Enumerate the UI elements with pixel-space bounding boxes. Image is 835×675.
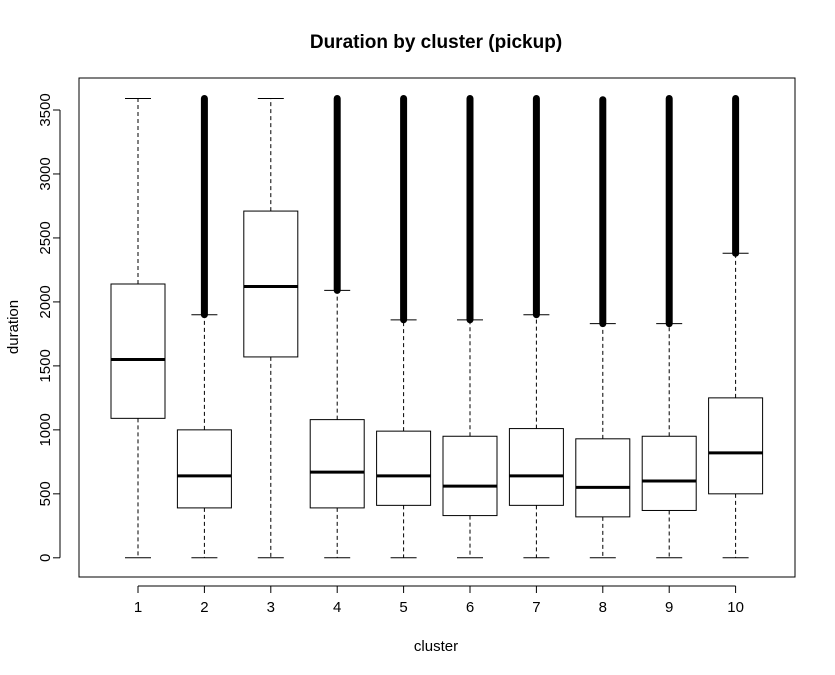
x-tick-label: 1 xyxy=(134,599,142,616)
box-group xyxy=(376,94,432,559)
plot-frame xyxy=(78,77,796,578)
x-tick-label: 2 xyxy=(200,599,208,616)
chart-title: Duration by cluster (pickup) xyxy=(310,32,562,53)
y-axis: 0 500 1000 1500 2000 2500 3000 3500 xyxy=(37,93,61,562)
x-tick-label: 4 xyxy=(333,599,341,616)
iqr-box xyxy=(575,438,631,518)
iqr-box xyxy=(508,428,564,506)
iqr-box xyxy=(442,435,498,517)
box-group xyxy=(442,94,498,559)
box-group xyxy=(708,94,764,559)
x-tick-label: 9 xyxy=(665,599,673,616)
y-tick-label: 500 xyxy=(37,481,54,506)
y-tick-label: 0 xyxy=(37,554,54,562)
y-tick-label: 2500 xyxy=(37,221,54,254)
iqr-box xyxy=(376,430,432,506)
x-tick-label: 10 xyxy=(727,599,744,616)
box-group xyxy=(508,94,564,559)
y-tick-label: 3000 xyxy=(37,157,54,190)
x-axis: 1 2 3 4 5 6 7 8 9 10 xyxy=(134,585,744,616)
y-tick-label: 3500 xyxy=(37,93,54,126)
box-group xyxy=(243,97,299,559)
iqr-box xyxy=(176,429,232,509)
box-group xyxy=(641,94,697,559)
x-tick-label: 3 xyxy=(267,599,275,616)
x-tick-label: 7 xyxy=(532,599,540,616)
box-group xyxy=(176,94,232,559)
box-group xyxy=(575,96,631,559)
boxes xyxy=(110,94,764,559)
y-tick-label: 1000 xyxy=(37,413,54,446)
iqr-box xyxy=(708,397,764,495)
y-tick-label: 2000 xyxy=(37,285,54,318)
x-axis-label: cluster xyxy=(414,638,458,655)
box-group xyxy=(110,97,166,559)
x-tick-label: 5 xyxy=(399,599,407,616)
box-group xyxy=(309,94,365,559)
iqr-box xyxy=(243,210,299,358)
iqr-box xyxy=(309,419,365,509)
iqr-box xyxy=(641,435,697,511)
x-tick-label: 8 xyxy=(599,599,607,616)
y-tick-label: 1500 xyxy=(37,349,54,382)
iqr-box xyxy=(110,283,166,419)
y-axis-label: duration xyxy=(5,300,22,354)
x-tick-label: 6 xyxy=(466,599,474,616)
